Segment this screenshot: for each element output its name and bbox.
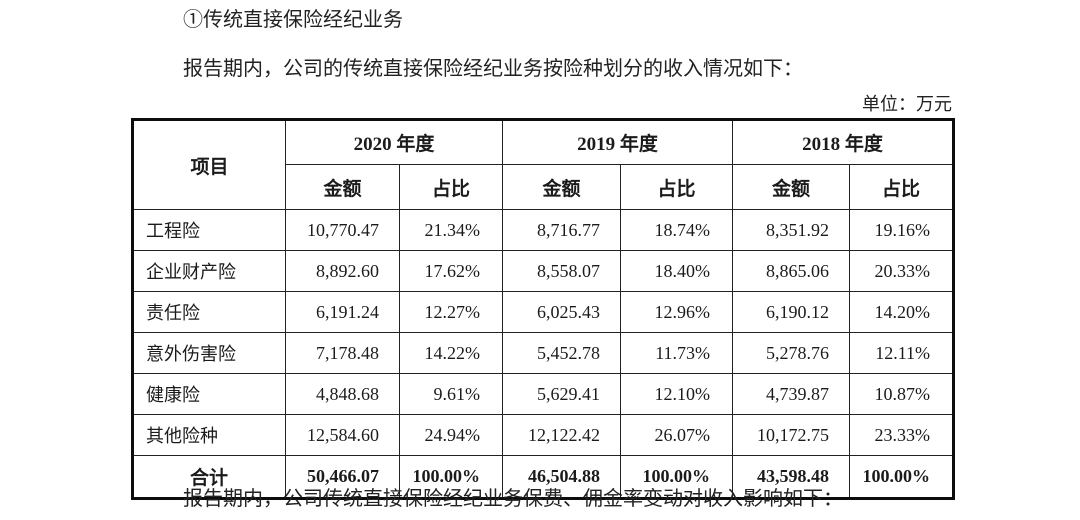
table-cell: 5,452.78 xyxy=(502,332,622,374)
table-cell: 10.87% xyxy=(849,373,955,415)
row-label: 工程险 xyxy=(132,209,286,251)
header-share-2020: 占比 xyxy=(398,164,504,210)
table-cell: 4,848.68 xyxy=(285,373,400,415)
table-cell: 12,122.42 xyxy=(502,414,622,456)
header-amount-2019: 金额 xyxy=(502,164,622,210)
table-cell: 4,739.87 xyxy=(732,373,851,415)
unit-label: 单位：万元 xyxy=(862,94,952,114)
table-cell: 23.33% xyxy=(849,414,955,456)
table-cell: 50,466.07 xyxy=(285,455,400,499)
total-row: 合计 50,466.07 100.00% 46,504.88 100.00% 4… xyxy=(132,455,955,499)
table-cell: 11.73% xyxy=(620,332,734,374)
table-cell: 12.27% xyxy=(398,291,504,333)
table-cell: 100.00% xyxy=(620,455,734,499)
header-share-2018: 占比 xyxy=(849,164,955,210)
revenue-by-insurance-type-table: 项目 2020 年度 2019 年度 2018 年度 金额 占比 金额 占比 金… xyxy=(131,118,956,500)
table-cell: 12.96% xyxy=(620,291,734,333)
table-cell: 8,351.92 xyxy=(732,209,851,251)
header-amount-2018: 金额 xyxy=(732,164,851,210)
table-row: 其他险种 12,584.60 24.94% 12,122.42 26.07% 1… xyxy=(132,414,955,456)
row-label: 其他险种 xyxy=(132,414,286,456)
table-cell: 12.11% xyxy=(849,332,955,374)
table-cell: 12,584.60 xyxy=(285,414,400,456)
table-cell: 8,716.77 xyxy=(502,209,622,251)
table-cell: 26.07% xyxy=(620,414,734,456)
table-cell: 6,025.43 xyxy=(502,291,622,333)
row-label: 责任险 xyxy=(132,291,286,333)
table-row: 企业财产险 8,892.60 17.62% 8,558.07 18.40% 8,… xyxy=(132,250,955,292)
footer-paragraph: 报告期内，公司传统直接保险经纪业务保费、佣金率变动对收入影响如下： xyxy=(183,488,843,510)
table-row: 意外伤害险 7,178.48 14.22% 5,452.78 11.73% 5,… xyxy=(132,332,955,374)
row-label: 意外伤害险 xyxy=(132,332,286,374)
table-cell: 6,190.12 xyxy=(732,291,851,333)
table-row: 工程险 10,770.47 21.34% 8,716.77 18.74% 8,3… xyxy=(132,209,955,251)
table-cell: 8,558.07 xyxy=(502,250,622,292)
table-cell: 14.20% xyxy=(849,291,955,333)
table-cell: 19.16% xyxy=(849,209,955,251)
revenue-table-wrapper: 项目 2020 年度 2019 年度 2018 年度 金额 占比 金额 占比 金… xyxy=(131,118,956,500)
table-cell: 100.00% xyxy=(398,455,504,499)
table-cell: 20.33% xyxy=(849,250,955,292)
header-row-years: 项目 2020 年度 2019 年度 2018 年度 xyxy=(132,119,955,210)
section-title: ①传统直接保险经纪业务 xyxy=(183,9,403,31)
table-cell: 7,178.48 xyxy=(285,332,400,374)
table-cell: 18.74% xyxy=(620,209,734,251)
header-item: 项目 xyxy=(132,119,286,210)
row-label: 健康险 xyxy=(132,373,286,415)
table-cell: 5,629.41 xyxy=(502,373,622,415)
table-cell: 46,504.88 xyxy=(502,455,622,499)
header-row-subheaders: 金额 占比 金额 占比 金额 占比 xyxy=(133,164,955,210)
table-cell: 18.40% xyxy=(620,250,734,292)
header-year-2020: 2020 年度 xyxy=(284,119,504,165)
header-year-2019: 2019 年度 xyxy=(502,119,734,165)
table-cell: 10,172.75 xyxy=(732,414,851,456)
table-cell: 24.94% xyxy=(398,414,504,456)
table-cell: 21.34% xyxy=(398,209,504,251)
table-cell: 100.00% xyxy=(849,455,955,499)
table-row: 责任险 6,191.24 12.27% 6,025.43 12.96% 6,19… xyxy=(132,291,955,333)
header-amount-2020: 金额 xyxy=(285,164,400,210)
total-label: 合计 xyxy=(132,455,286,499)
table-cell: 5,278.76 xyxy=(732,332,851,374)
table-cell: 10,770.47 xyxy=(285,209,400,251)
table-row: 健康险 4,848.68 9.61% 5,629.41 12.10% 4,739… xyxy=(132,373,955,415)
table-cell: 9.61% xyxy=(398,373,504,415)
intro-paragraph: 报告期内，公司的传统直接保险经纪业务按险种划分的收入情况如下： xyxy=(183,58,803,80)
header-year-2018: 2018 年度 xyxy=(732,119,955,165)
table-cell: 8,892.60 xyxy=(285,250,400,292)
row-label: 企业财产险 xyxy=(132,250,286,292)
table-cell: 6,191.24 xyxy=(285,291,400,333)
table-cell: 43,598.48 xyxy=(732,455,851,499)
table-cell: 14.22% xyxy=(398,332,504,374)
header-share-2019: 占比 xyxy=(620,164,734,210)
table-cell: 17.62% xyxy=(398,250,504,292)
table-cell: 12.10% xyxy=(620,373,734,415)
table-cell: 8,865.06 xyxy=(732,250,851,292)
